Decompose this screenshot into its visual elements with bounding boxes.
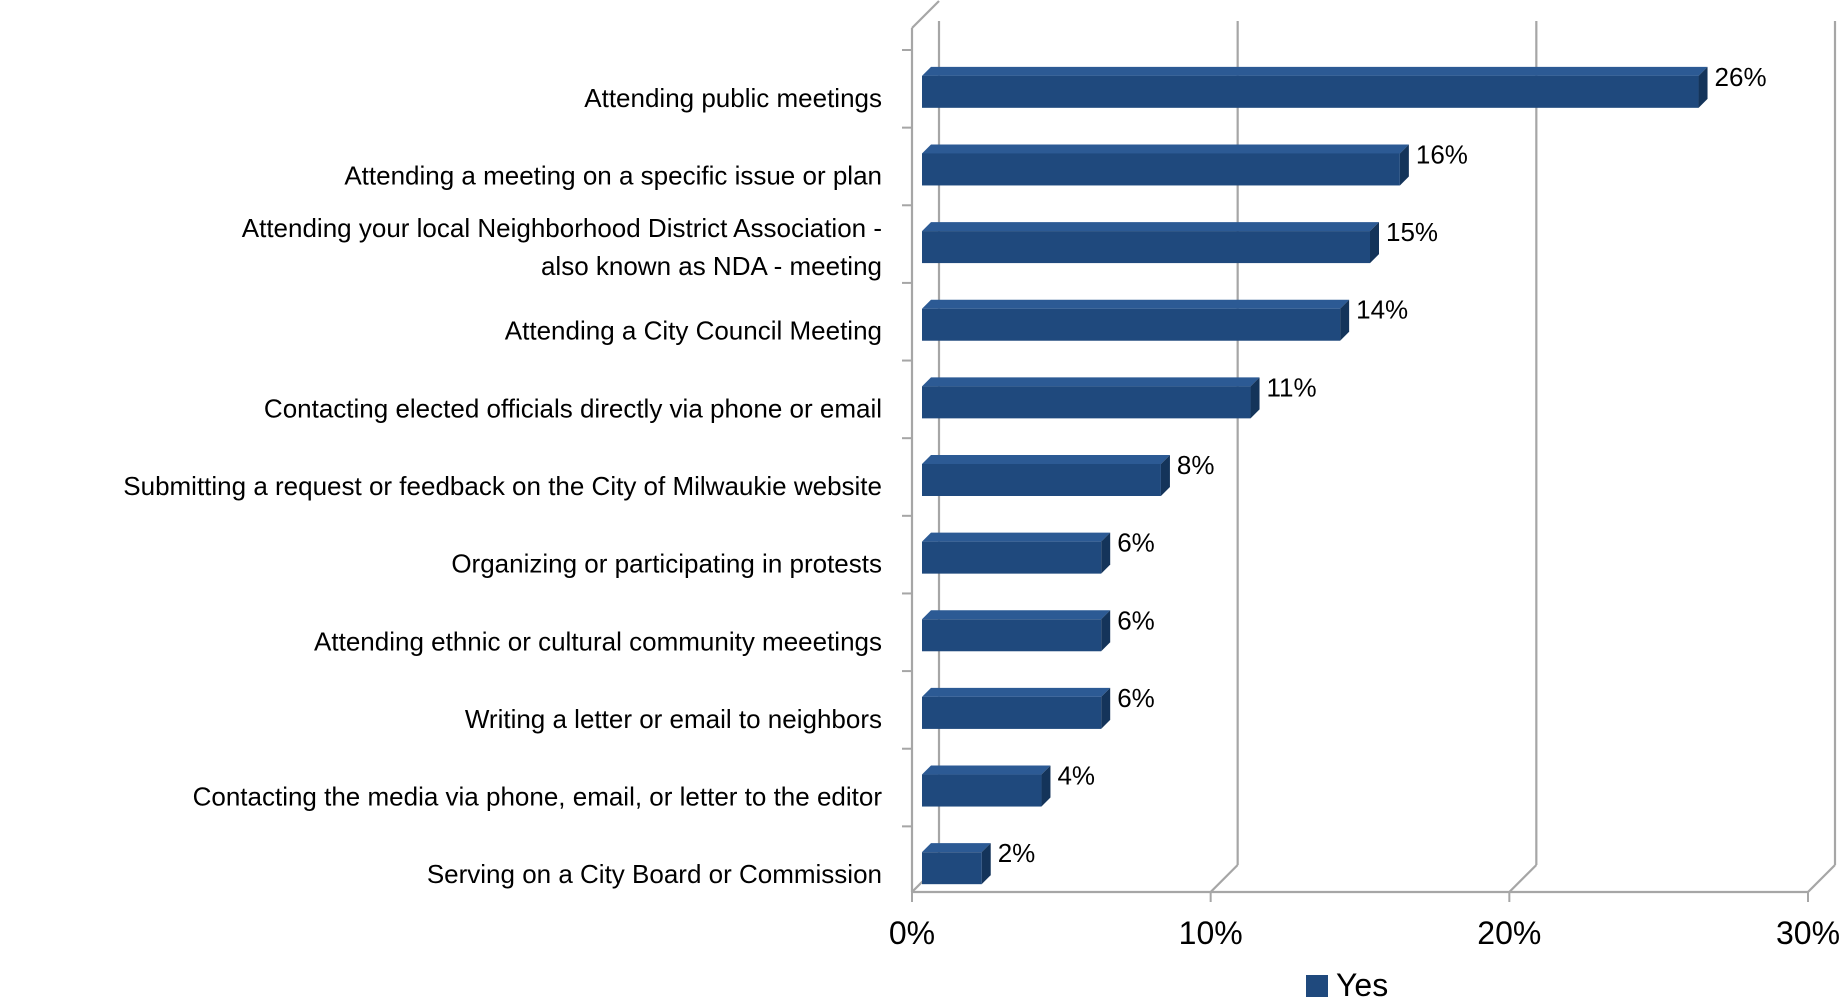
x-axis: 0% 10% 20% 30%	[889, 49, 1840, 951]
bar-top-face	[922, 66, 1708, 76]
category-label: Organizing or participating in protests	[451, 549, 882, 579]
bar-top-face	[922, 532, 1111, 542]
category-label: Contacting the media via phone, email, o…	[193, 782, 883, 812]
bar-side-face	[1340, 299, 1350, 341]
bar	[922, 222, 1379, 264]
category-label: Serving on a City Board or Commission	[427, 859, 882, 889]
bar-front-face	[922, 464, 1161, 496]
bar	[922, 66, 1708, 108]
bar-side-face	[1698, 66, 1708, 108]
bar-side-face	[1041, 765, 1051, 807]
bar-front-face	[922, 852, 982, 885]
gridlines	[910, 0, 1837, 893]
category-labels: Attending public meetings Attending a mee…	[123, 83, 882, 889]
bar-front-face	[922, 231, 1370, 264]
legend-swatch-yes	[1306, 975, 1328, 997]
bar	[922, 377, 1260, 419]
bar-front-face	[922, 308, 1341, 341]
x-tick-label: 0%	[889, 915, 935, 951]
bar-top-face	[922, 299, 1350, 309]
bar-side-face	[1101, 687, 1111, 729]
data-labels: 26% 16% 15% 14% 11% 8% 6% 6% 6% 4% 2%	[998, 62, 1767, 868]
bar	[922, 765, 1051, 807]
category-label: Attending your local Neighborhood Distri…	[242, 213, 882, 281]
bar-side-face	[1101, 610, 1111, 652]
category-label: Submitting a request or feedback on the …	[123, 471, 882, 501]
bar-top-face	[922, 222, 1379, 232]
bar	[922, 299, 1350, 341]
category-label: Attending ethnic or cultural community m…	[314, 626, 882, 656]
bars	[922, 66, 1708, 885]
gridline-floor	[1508, 864, 1538, 893]
x-tick-label: 20%	[1477, 915, 1541, 951]
left-wall-top	[911, 0, 940, 29]
bar-top-face	[922, 144, 1409, 154]
legend: Yes	[1306, 967, 1388, 1001]
category-label: Contacting elected officials directly vi…	[264, 393, 882, 423]
data-label: 11%	[1267, 372, 1317, 402]
bar-front-face	[922, 541, 1102, 574]
category-label: Attending a meeting on a specific issue …	[344, 160, 882, 190]
bar-side-face	[1101, 532, 1111, 574]
x-tick-label: 30%	[1776, 915, 1840, 951]
bar-top-face	[922, 455, 1170, 464]
bar-side-face	[1160, 455, 1170, 496]
category-label: Attending a City Council Meeting	[505, 316, 882, 346]
data-label: 26%	[1715, 62, 1767, 92]
bar-top-face	[922, 377, 1260, 387]
bar	[922, 532, 1111, 574]
bar-side-face	[1399, 144, 1409, 186]
bar-top-face	[922, 843, 991, 853]
bar-front-face	[922, 75, 1699, 108]
data-label: 15%	[1386, 217, 1438, 247]
bar-top-face	[922, 610, 1111, 620]
bar	[922, 610, 1111, 652]
data-label: 6%	[1117, 605, 1155, 635]
bar-side-face	[1370, 222, 1379, 264]
bar	[922, 843, 991, 885]
bar	[922, 144, 1409, 186]
category-label: Attending public meetings	[584, 83, 882, 113]
legend-label-yes: Yes	[1336, 967, 1388, 1001]
bar-front-face	[922, 696, 1102, 729]
gridline-floor	[1209, 864, 1239, 893]
bar-front-face	[922, 774, 1042, 807]
x-tick-label: 10%	[1179, 915, 1243, 951]
gridline-floor	[1807, 864, 1836, 893]
category-label: Writing a letter or email to neighbors	[465, 704, 882, 734]
bar-front-face	[922, 619, 1102, 652]
bar	[922, 455, 1170, 496]
data-label: 16%	[1416, 139, 1468, 169]
data-label: 14%	[1356, 295, 1408, 325]
bar-side-face	[981, 843, 991, 885]
bar-top-face	[922, 765, 1051, 775]
bar-side-face	[1250, 377, 1260, 419]
data-label: 6%	[1117, 683, 1155, 713]
bar-top-face	[922, 687, 1111, 697]
data-label: 4%	[1057, 761, 1095, 791]
data-label: 6%	[1117, 528, 1155, 558]
data-label: 2%	[998, 838, 1036, 868]
bar	[922, 687, 1111, 729]
bar-front-face	[922, 386, 1251, 419]
bar-front-face	[922, 153, 1400, 186]
data-label: 8%	[1177, 450, 1215, 480]
